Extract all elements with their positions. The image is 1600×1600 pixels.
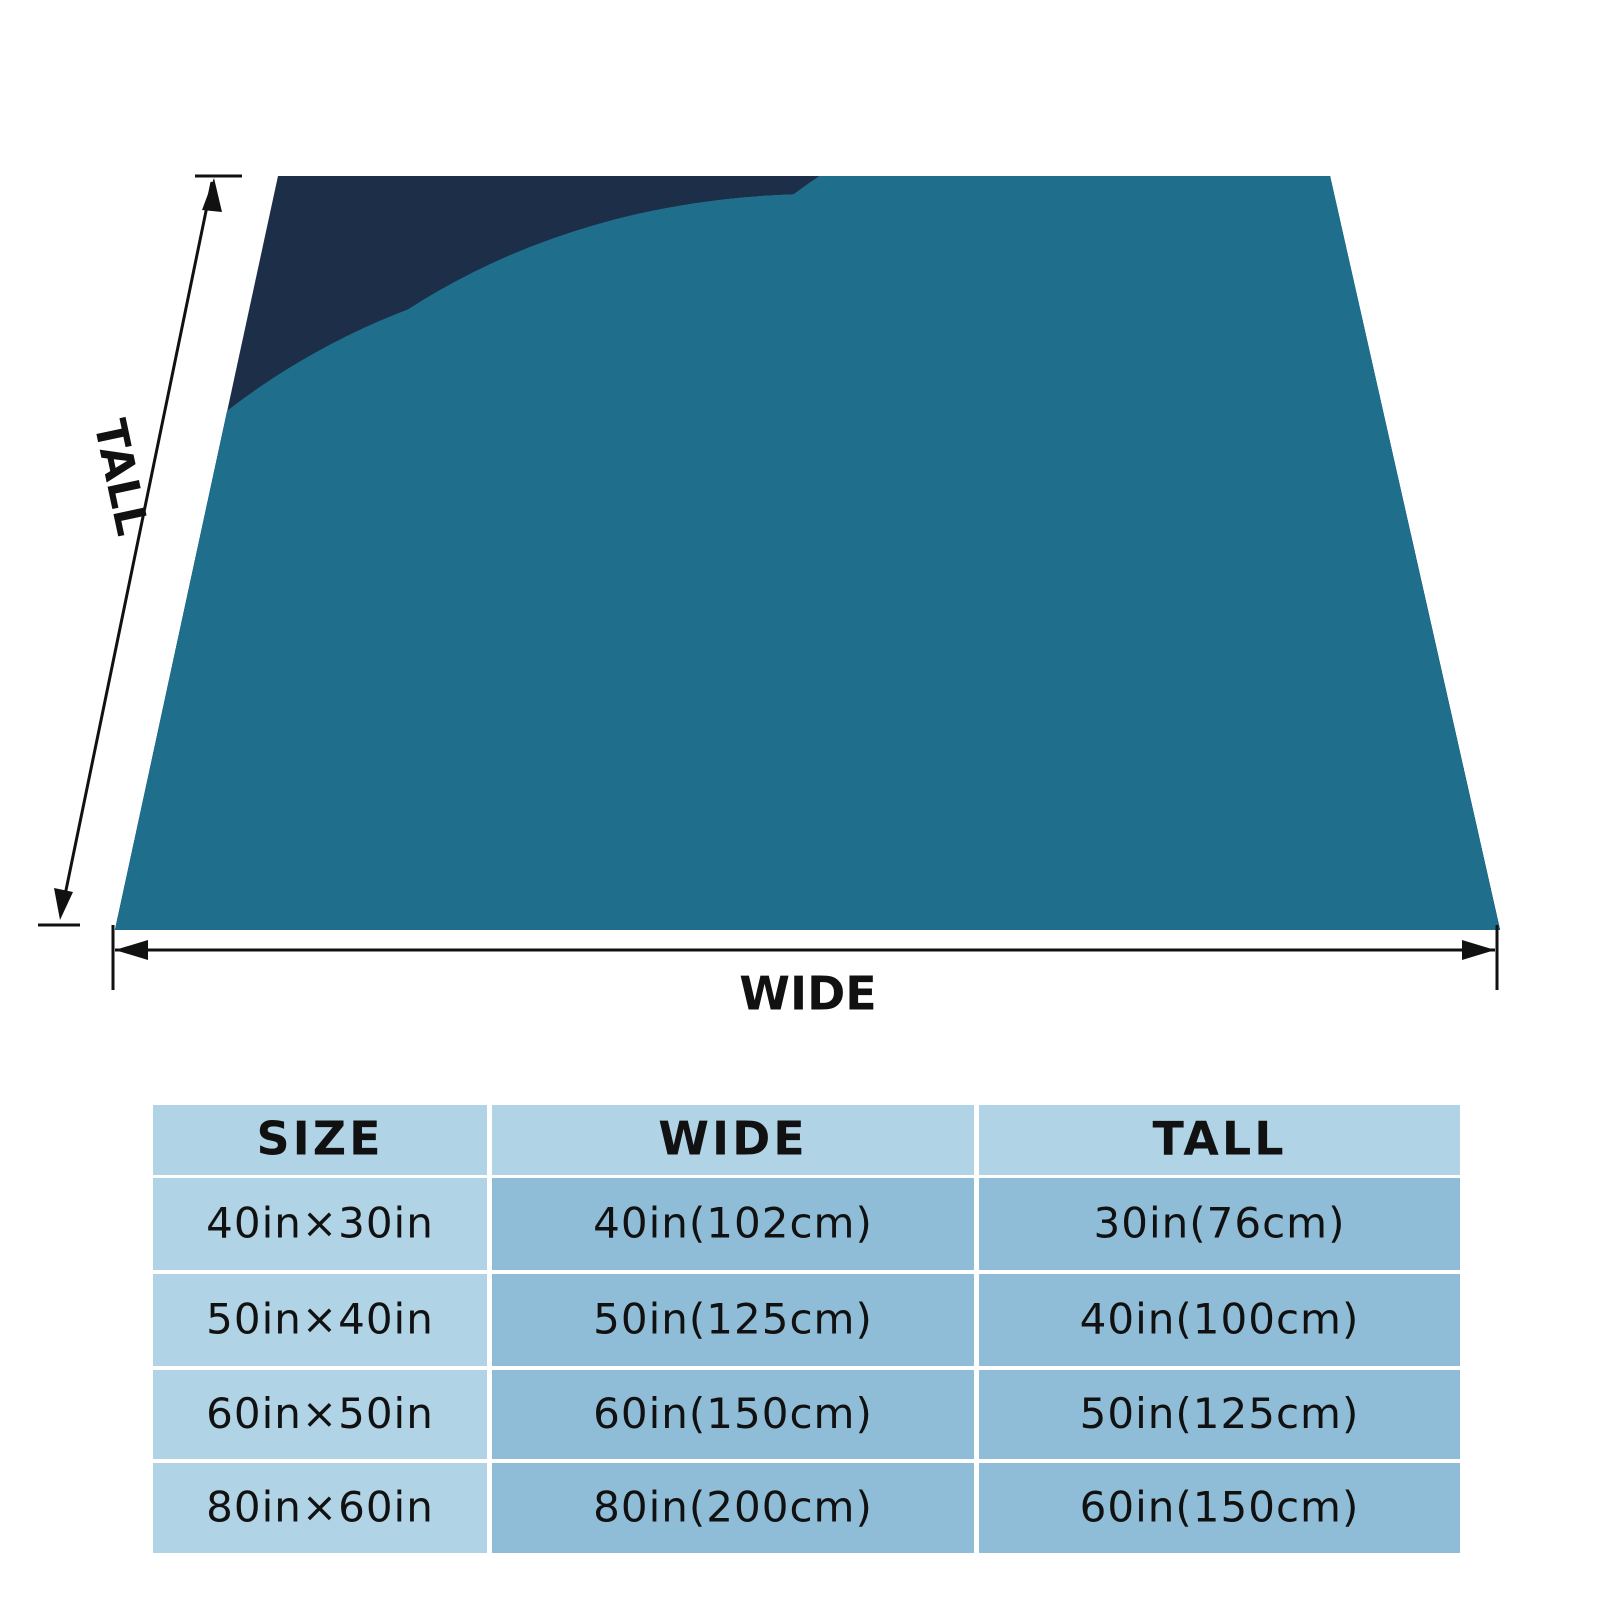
table-cell (979, 1178, 1460, 1270)
header-text: TALL (1152, 1112, 1286, 1166)
table-cell (979, 1370, 1460, 1459)
header-cell (492, 1105, 974, 1175)
cell-text: 80in(200cm) (593, 1483, 873, 1532)
cell-text: 50in(125cm) (593, 1295, 873, 1344)
table-cell (979, 1274, 1460, 1366)
cell-text: 60in(150cm) (593, 1389, 873, 1438)
cell-text: 40in(100cm) (1080, 1295, 1360, 1344)
cell-text: 30in(76cm) (1094, 1199, 1346, 1248)
tall-label: TALL (83, 415, 157, 540)
table-cell (979, 1463, 1460, 1553)
cell-text: 60in×50in (206, 1389, 434, 1438)
table-cell (153, 1178, 487, 1270)
table-cell (153, 1274, 487, 1366)
cell-text: 50in(125cm) (1080, 1389, 1360, 1438)
size-table: SIZE WIDE TALL 40in×30in 40in(102cm) 30in(76c… (153, 1105, 1460, 1553)
header-cell (153, 1105, 487, 1175)
table-cell (153, 1370, 487, 1459)
cell-text: 80in×60in (206, 1483, 434, 1532)
dimension-arrows (38, 174, 1499, 990)
wide-label: WIDE (739, 967, 876, 1021)
cell-text: 40in×30in (206, 1199, 434, 1248)
header-text: SIZE (256, 1112, 383, 1166)
table-cell (492, 1370, 974, 1459)
table-cell (153, 1463, 487, 1553)
header-text: WIDE (658, 1112, 807, 1166)
cell-text: 40in(102cm) (593, 1199, 873, 1248)
blanket (115, 176, 1500, 930)
cell-text: 50in×40in (206, 1295, 434, 1344)
table-cell (492, 1274, 974, 1366)
cell-text: 60in(150cm) (1080, 1483, 1360, 1532)
arrow-heads (54, 178, 1495, 960)
table-cell (492, 1178, 974, 1270)
header-cell (979, 1105, 1460, 1175)
table-cell (492, 1463, 974, 1553)
